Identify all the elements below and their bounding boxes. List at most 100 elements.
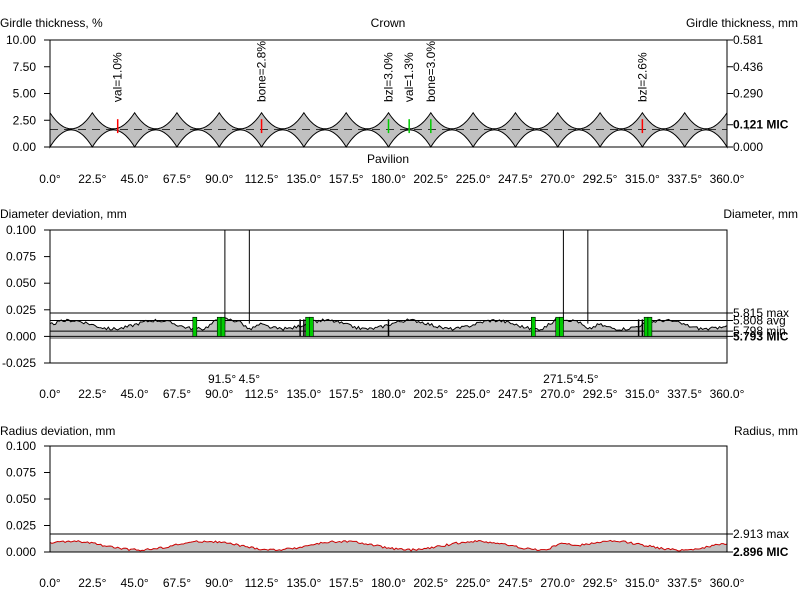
angle-label: 4.5°: [577, 372, 599, 386]
x-tick-label: 315.0°: [625, 576, 660, 590]
annotation-label: val=1.3%: [402, 52, 416, 102]
right-axis-title: Radius, mm: [734, 424, 798, 438]
x-tick-label: 180.0°: [371, 172, 406, 186]
x-tick-label: 360.0°: [710, 172, 745, 186]
left-tick-label: 10.00: [6, 33, 36, 47]
annotation-label: bzl=2.6%: [635, 52, 649, 102]
green-facet-bar: [555, 316, 561, 337]
left-tick-label: -0.025: [2, 356, 36, 370]
x-tick-label: 90.0°: [205, 387, 233, 401]
x-tick-label: 247.5°: [498, 172, 533, 186]
x-tick-label: 225.0°: [456, 172, 491, 186]
left-tick-label: 7.50: [13, 60, 37, 74]
left-tick-label: 5.00: [13, 87, 37, 101]
angle-label: 271.5°: [543, 372, 578, 386]
x-tick-label: 337.5°: [667, 576, 702, 590]
deviation-area: [50, 540, 727, 552]
left-tick-label: 0.000: [6, 329, 36, 343]
x-tick-label: 292.5°: [583, 172, 618, 186]
x-tick-label: 22.5°: [78, 576, 106, 590]
x-tick-label: 315.0°: [625, 387, 660, 401]
chart-3: Radius deviation, mm Radius, mm 0.100 0.075…: [0, 424, 798, 590]
x-tick-label: 22.5°: [78, 387, 106, 401]
right-value-label: 2.896 MIC: [733, 545, 789, 559]
right-value-label: 5.798 min: [733, 324, 786, 338]
left-tick-label: 0.075: [6, 466, 36, 480]
x-tick-label: 45.0°: [121, 576, 149, 590]
x-tick-label: 22.5°: [78, 172, 106, 186]
green-facet-bar: [216, 316, 222, 337]
right-axis-title: Girdle thickness, mm: [686, 16, 798, 30]
green-facet-bar: [220, 316, 226, 337]
left-tick-label: 0.100: [6, 223, 36, 237]
right-tick-label: 0.000: [733, 140, 763, 154]
annotation-label: val=1.0%: [111, 52, 125, 102]
left-tick-label: 0.050: [6, 492, 36, 506]
chart-title-crown: Crown: [371, 16, 406, 30]
x-tick-label: 0.0°: [39, 387, 61, 401]
green-facet-bar: [531, 316, 536, 337]
right-axis-title: Diameter, mm: [723, 207, 798, 221]
x-tick-label: 225.0°: [456, 387, 491, 401]
x-tick-label: 337.5°: [667, 172, 702, 186]
x-tick-label: 202.5°: [413, 172, 448, 186]
x-tick-label: 67.5°: [163, 576, 191, 590]
plot-frame: [49, 229, 728, 364]
left-axis-title: Girdle thickness, %: [0, 16, 103, 30]
deviation-line: [49, 539, 728, 552]
x-tick-label: 112.5°: [245, 576, 279, 590]
x-tick-label: 247.5°: [498, 576, 533, 590]
x-tick-label: 67.5°: [163, 387, 191, 401]
angle-label: 4.5°: [239, 372, 261, 386]
green-facet-bar: [647, 316, 653, 337]
right-value-label: 2.913 max: [733, 527, 789, 541]
x-tick-label: 337.5°: [667, 387, 702, 401]
x-tick-label: 135.0°: [286, 387, 321, 401]
left-axis-title: Radius deviation, mm: [0, 424, 115, 438]
green-facet-bar: [305, 316, 310, 337]
left-tick-label: 2.50: [13, 113, 37, 127]
green-facet-bar: [559, 316, 564, 337]
chart-2: Diameter deviation, mm Diameter, mm 0.100 0…: [0, 207, 798, 401]
right-value-label: 5.808 avg: [733, 313, 786, 327]
left-tick-label: 0.025: [6, 519, 36, 533]
x-tick-label: 247.5°: [498, 387, 533, 401]
x-tick-label: 270.0°: [540, 576, 575, 590]
right-tick-label: 0.436: [733, 60, 763, 74]
x-tick-label: 0.0°: [39, 172, 61, 186]
x-tick-label: 135.0°: [286, 576, 321, 590]
chart-1: Girdle thickness, % Girdle thickness, mm 1…: [0, 16, 798, 186]
x-tick-label: 292.5°: [583, 576, 618, 590]
left-tick-label: 0.075: [6, 250, 36, 264]
x-tick-label: 270.0°: [540, 172, 575, 186]
right-tick-label: 0.581: [733, 33, 763, 47]
x-tick-label: 315.0°: [625, 172, 660, 186]
x-tick-label: 360.0°: [710, 576, 745, 590]
left-tick-label: 0.100: [6, 439, 36, 453]
green-facet-bar: [192, 316, 198, 337]
annotation-label: bone=2.8%: [255, 41, 269, 102]
left-tick-label: 0.050: [6, 276, 36, 290]
x-tick-label: 90.0°: [205, 576, 233, 590]
x-tick-label: 180.0°: [371, 387, 406, 401]
plot-frame: [49, 445, 728, 553]
x-tick-label: 202.5°: [413, 387, 448, 401]
x-tick-label: 135.0°: [286, 172, 321, 186]
x-tick-label: 90.0°: [205, 172, 233, 186]
right-tick-label: 0.290: [733, 87, 763, 101]
green-facet-bar: [643, 316, 649, 337]
x-tick-label: 45.0°: [121, 387, 149, 401]
x-tick-label: 360.0°: [710, 387, 745, 401]
left-tick-label: 0.000: [6, 545, 36, 559]
x-tick-label: 292.5°: [583, 387, 618, 401]
chart-subtitle-pavilion: Pavilion: [367, 152, 409, 166]
x-tick-label: 45.0°: [121, 172, 149, 186]
x-tick-label: 270.0°: [540, 387, 575, 401]
annotation-label: bzl=3.0%: [382, 52, 396, 102]
x-tick-label: 180.0°: [371, 576, 406, 590]
left-axis-title: Diameter deviation, mm: [0, 207, 127, 221]
x-tick-label: 157.5°: [329, 172, 364, 186]
annotation-label: bone=3.0%: [424, 41, 438, 102]
